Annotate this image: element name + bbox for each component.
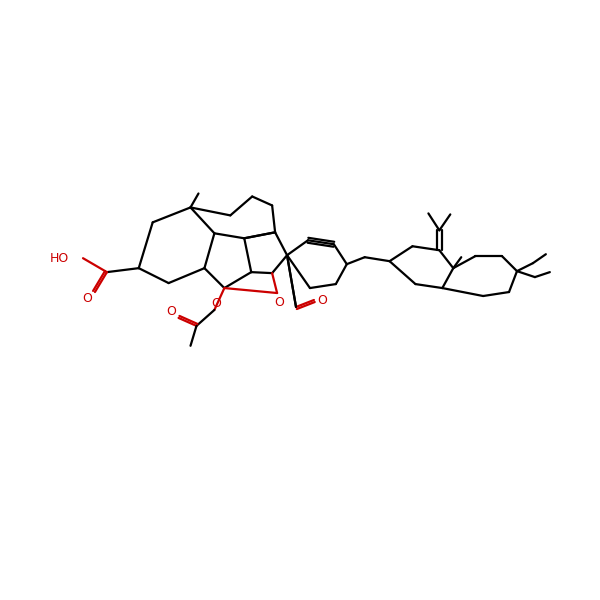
Text: O: O [82,292,92,305]
Text: O: O [317,293,327,307]
Text: O: O [274,296,284,310]
Text: O: O [167,305,176,319]
Text: HO: HO [50,251,69,265]
Text: O: O [211,298,221,310]
